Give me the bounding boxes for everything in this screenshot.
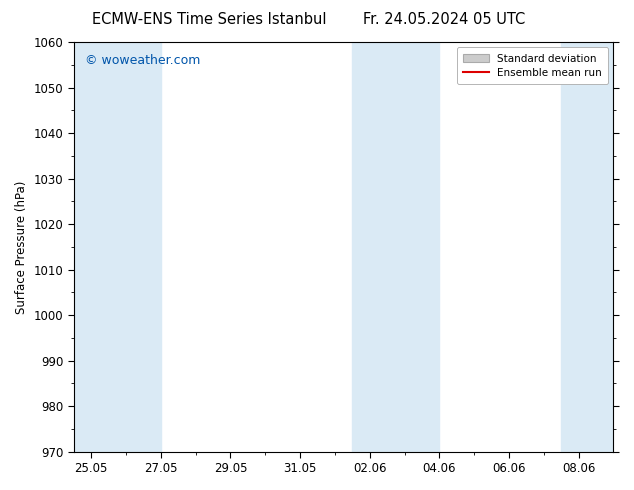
Text: © woweather.com: © woweather.com — [84, 54, 200, 67]
Bar — [561, 42, 631, 452]
Text: Fr. 24.05.2024 05 UTC: Fr. 24.05.2024 05 UTC — [363, 12, 525, 27]
Bar — [74, 42, 161, 452]
Bar — [353, 42, 439, 452]
Y-axis label: Surface Pressure (hPa): Surface Pressure (hPa) — [15, 180, 28, 314]
Text: ECMW-ENS Time Series Istanbul: ECMW-ENS Time Series Istanbul — [92, 12, 327, 27]
Legend: Standard deviation, Ensemble mean run: Standard deviation, Ensemble mean run — [456, 47, 608, 84]
